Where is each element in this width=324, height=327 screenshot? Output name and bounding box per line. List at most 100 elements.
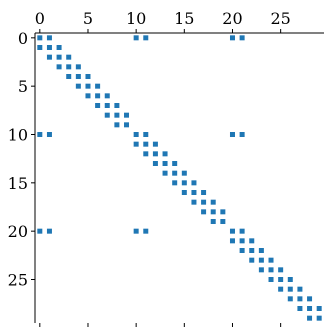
data-point (114, 112, 120, 118)
data-point (239, 238, 245, 244)
data-point (95, 93, 101, 99)
y-axis-ticks: 0 5 10 15 20 25 (8, 29, 35, 290)
data-point (104, 112, 110, 118)
data-point (56, 45, 62, 50)
data-point (66, 74, 72, 79)
data-point (229, 238, 235, 244)
data-point (268, 257, 274, 263)
data-point (278, 286, 284, 292)
data-point (278, 277, 284, 282)
data-point (229, 228, 235, 234)
data-point (143, 35, 149, 41)
data-point (201, 190, 207, 195)
data-point (46, 45, 52, 50)
data-point (239, 35, 245, 41)
data-point (172, 161, 178, 166)
data-point (152, 151, 158, 157)
data-point (316, 315, 322, 321)
data-point (239, 132, 245, 137)
data-point (143, 228, 149, 234)
data-point (239, 228, 245, 234)
data-point (307, 315, 313, 321)
y-tick-label: 20 (8, 222, 28, 241)
data-point (143, 151, 149, 157)
data-point (95, 83, 101, 89)
data-point (114, 122, 120, 128)
data-point (181, 180, 187, 186)
data-point (75, 83, 81, 89)
data-point (124, 122, 130, 128)
data-point (181, 190, 187, 195)
data-point (66, 54, 72, 60)
data-point (56, 64, 62, 70)
data-point (287, 296, 293, 302)
data-point (287, 286, 293, 292)
y-tick-label: 10 (8, 126, 28, 145)
data-point (307, 306, 313, 311)
data-point (95, 103, 101, 108)
data-point (66, 64, 72, 70)
x-tick-label: 15 (174, 9, 194, 28)
data-point (220, 209, 226, 215)
data-point (210, 199, 216, 205)
data-point (201, 199, 207, 205)
x-tick-label: 5 (83, 9, 93, 28)
data-point (85, 83, 91, 89)
data-point (104, 103, 110, 108)
data-point (268, 267, 274, 273)
data-point (172, 170, 178, 176)
data-point (268, 277, 274, 282)
data-point (162, 170, 168, 176)
data-point (307, 296, 313, 302)
data-point (37, 45, 43, 50)
data-point (114, 103, 120, 108)
data-point (143, 141, 149, 147)
data-point (297, 306, 303, 311)
data-point (152, 161, 158, 166)
data-point (56, 54, 62, 60)
data-point (46, 35, 52, 41)
data-point (104, 93, 110, 99)
data-point (124, 112, 130, 118)
y-tick-label: 15 (8, 174, 28, 193)
data-point (229, 132, 235, 137)
data-point (143, 132, 149, 137)
data-point (85, 74, 91, 79)
data-markers (37, 35, 322, 321)
data-point (162, 151, 168, 157)
data-point (46, 54, 52, 60)
x-tick-label: 25 (270, 9, 290, 28)
x-tick-label: 0 (35, 9, 45, 28)
data-point (133, 228, 139, 234)
data-point (133, 35, 139, 41)
data-point (37, 228, 43, 234)
data-point (46, 228, 52, 234)
data-point (75, 64, 81, 70)
data-point (191, 180, 197, 186)
y-tick-label: 25 (8, 271, 28, 290)
y-tick-label: 0 (18, 29, 28, 48)
data-point (258, 248, 264, 253)
data-point (191, 190, 197, 195)
data-point (249, 257, 255, 263)
data-point (210, 209, 216, 215)
x-tick-label: 10 (126, 9, 146, 28)
data-point (220, 219, 226, 224)
data-point (297, 296, 303, 302)
data-point (287, 277, 293, 282)
data-point (249, 248, 255, 253)
data-point (316, 306, 322, 311)
x-axis-ticks: 0 5 10 15 20 25 (35, 9, 291, 327)
data-point (201, 209, 207, 215)
data-point (258, 267, 264, 273)
data-point (210, 219, 216, 224)
data-point (46, 132, 52, 137)
data-point (249, 238, 255, 244)
data-point (37, 35, 43, 41)
data-point (229, 35, 235, 41)
data-point (75, 74, 81, 79)
data-point (85, 93, 91, 99)
data-point (133, 132, 139, 137)
data-point (297, 286, 303, 292)
